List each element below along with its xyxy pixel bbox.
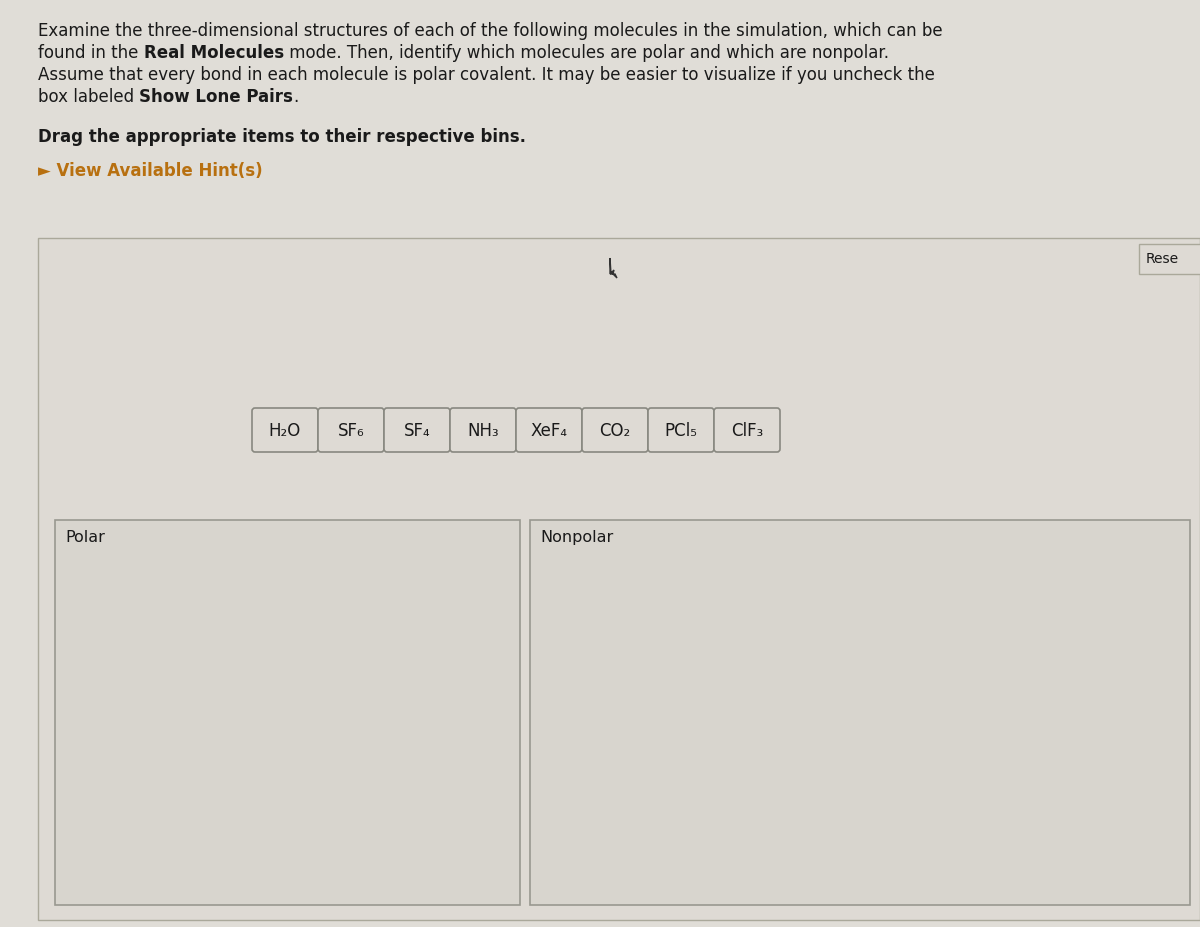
FancyBboxPatch shape [1139, 244, 1200, 274]
Text: ClF₃: ClF₃ [731, 422, 763, 440]
Text: Show Lone Pairs: Show Lone Pairs [139, 88, 293, 106]
Text: NH₃: NH₃ [467, 422, 499, 440]
Text: XeF₄: XeF₄ [530, 422, 568, 440]
Text: SF₆: SF₆ [337, 422, 365, 440]
Text: Drag the appropriate items to their respective bins.: Drag the appropriate items to their resp… [38, 128, 526, 146]
Text: Nonpolar: Nonpolar [540, 530, 613, 545]
Text: SF₄: SF₄ [403, 422, 431, 440]
FancyBboxPatch shape [648, 408, 714, 452]
Text: Real Molecules: Real Molecules [144, 44, 283, 62]
Polygon shape [610, 258, 617, 278]
Text: H₂O: H₂O [269, 422, 301, 440]
Bar [38, 238, 1200, 920]
FancyBboxPatch shape [582, 408, 648, 452]
Bar [530, 520, 1190, 905]
Bar [55, 520, 520, 905]
Text: Polar: Polar [65, 530, 104, 545]
Text: PCl₅: PCl₅ [665, 422, 697, 440]
FancyBboxPatch shape [384, 408, 450, 452]
FancyBboxPatch shape [252, 408, 318, 452]
FancyBboxPatch shape [516, 408, 582, 452]
Text: found in the: found in the [38, 44, 144, 62]
FancyBboxPatch shape [714, 408, 780, 452]
Text: ► View Available Hint(s): ► View Available Hint(s) [38, 162, 263, 180]
Text: box labeled: box labeled [38, 88, 139, 106]
FancyBboxPatch shape [450, 408, 516, 452]
Text: Rese: Rese [1146, 252, 1180, 266]
Text: Examine the three-dimensional structures of each of the following molecules in t: Examine the three-dimensional structures… [38, 22, 943, 40]
FancyBboxPatch shape [318, 408, 384, 452]
Text: Assume that every bond in each molecule is polar covalent. It may be easier to v: Assume that every bond in each molecule … [38, 66, 935, 84]
Text: .: . [293, 88, 299, 106]
Text: CO₂: CO₂ [599, 422, 631, 440]
Text: mode. Then, identify which molecules are polar and which are nonpolar.: mode. Then, identify which molecules are… [283, 44, 889, 62]
